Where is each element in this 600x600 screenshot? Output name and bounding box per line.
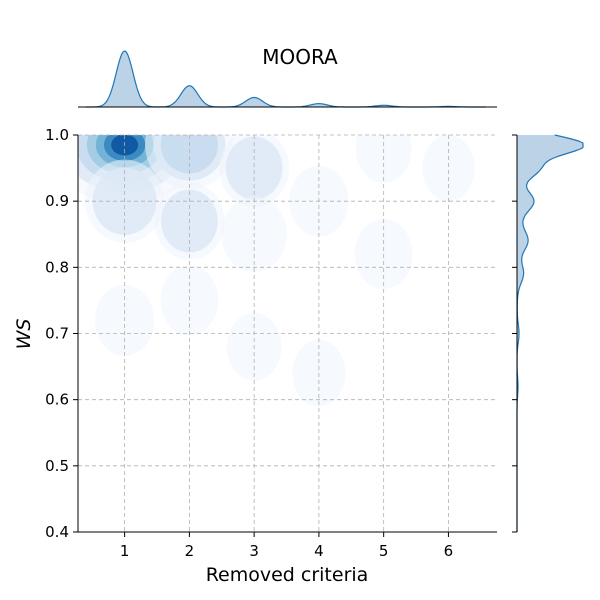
density-blob	[422, 135, 475, 202]
density-contour-level	[422, 135, 475, 202]
y-tick-label: 1.0	[45, 126, 69, 144]
y-tick-label: 0.8	[45, 258, 69, 276]
x-tick-label: 2	[185, 542, 195, 560]
density-blob	[160, 265, 219, 336]
chart-title: MOORA	[262, 45, 338, 69]
x-tick-label: 5	[379, 542, 389, 560]
density-contours	[78, 135, 475, 407]
density-contour-level	[225, 136, 283, 200]
density-blob	[219, 135, 290, 208]
x-tick-label: 6	[444, 542, 454, 560]
x-axis-label: Removed criteria	[206, 564, 369, 586]
grid-lines	[78, 134, 497, 533]
y-tick-label: 0.7	[45, 325, 69, 343]
y-tick-label: 0.9	[45, 192, 69, 210]
x-ticks: 1 2 3 4 5 6	[120, 532, 453, 560]
x-tick-label: 3	[249, 542, 259, 560]
right-marginal-fill	[517, 135, 583, 532]
top-marginal-fill	[86, 51, 486, 107]
density-blob	[145, 135, 234, 190]
density-contour-level	[160, 135, 218, 174]
y-axis-label: WS	[13, 319, 35, 350]
density-contour-level	[160, 265, 219, 336]
x-tick-label: 1	[120, 542, 130, 560]
y-tick-label: 0.6	[45, 391, 69, 409]
y-tick-label: 0.5	[45, 457, 69, 475]
main-plot-area: 1 2 3 4 5 6 0.4 0.5 0.6 0.7 0.8 0.9 1.0	[45, 126, 497, 560]
y-ticks: 0.4 0.5 0.6 0.7 0.8 0.9 1.0	[45, 126, 78, 541]
top-marginal-kde	[78, 50, 497, 108]
x-tick-label: 4	[314, 542, 324, 560]
y-tick-label: 0.4	[45, 523, 69, 541]
right-marginal-kde	[512, 134, 584, 533]
